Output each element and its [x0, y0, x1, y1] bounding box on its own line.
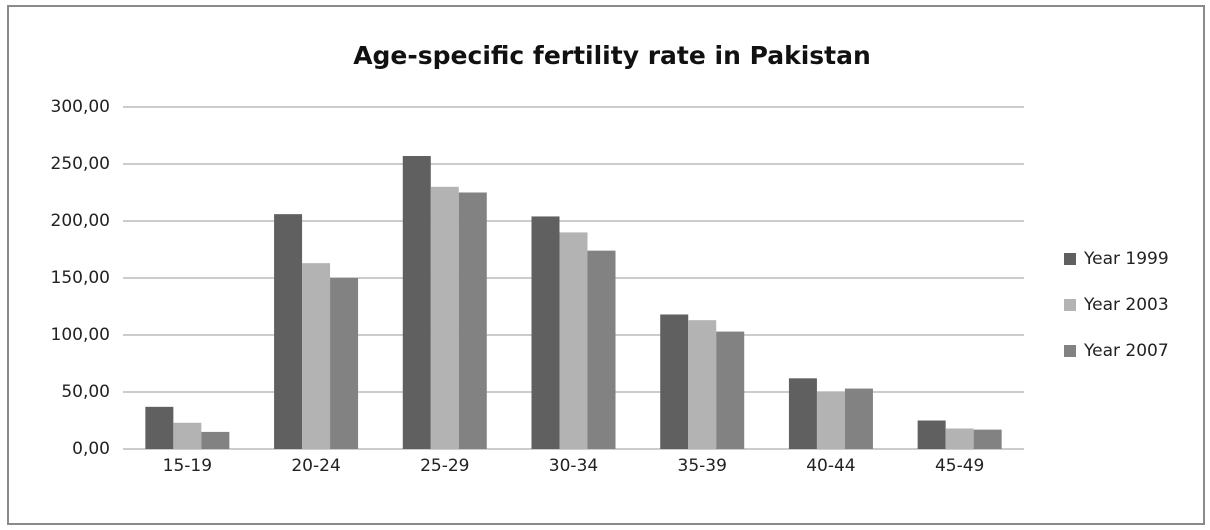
bar: [587, 250, 616, 449]
y-tick-label: 50,00: [61, 382, 110, 402]
y-tick-label: 200,00: [51, 211, 110, 231]
bar: [531, 216, 560, 449]
x-tick-label: 25-29: [420, 456, 469, 476]
bar: [688, 320, 717, 449]
bar: [145, 406, 174, 449]
bar: [173, 422, 202, 449]
bar: [660, 314, 689, 449]
bar: [201, 431, 230, 449]
bar: [302, 263, 331, 449]
bar: [402, 156, 431, 449]
chart-title: Age-specific fertility rate in Pakistan: [353, 41, 871, 70]
bar: [844, 388, 873, 449]
legend-label: Year 1999: [1083, 249, 1169, 269]
bar: [559, 232, 588, 449]
x-tick-label: 45-49: [935, 456, 984, 476]
legend-label: Year 2003: [1083, 295, 1169, 315]
bar: [716, 331, 745, 449]
x-tick-label: 30-34: [549, 456, 598, 476]
x-tick-label: 40-44: [806, 456, 855, 476]
bar: [788, 378, 817, 449]
bar: [430, 186, 459, 450]
bar: [945, 428, 974, 449]
y-tick-label: 300,00: [51, 97, 110, 117]
bar: [458, 192, 487, 449]
y-tick-label: 250,00: [51, 154, 110, 174]
legend-swatch: [1064, 299, 1076, 311]
legend-swatch: [1064, 345, 1076, 357]
y-tick-label: 150,00: [51, 268, 110, 288]
legend-swatch: [1064, 253, 1076, 265]
legend-label: Year 2007: [1083, 341, 1169, 361]
y-tick-label: 0,00: [72, 439, 110, 459]
y-tick-label: 100,00: [51, 325, 110, 345]
bar: [330, 278, 359, 449]
x-tick-label: 20-24: [291, 456, 340, 476]
bar: [274, 214, 303, 449]
bar: [816, 392, 845, 449]
x-tick-label: 15-19: [163, 456, 212, 476]
bar: [917, 420, 946, 449]
bar: [973, 429, 1002, 449]
x-tick-label: 35-39: [678, 456, 727, 476]
